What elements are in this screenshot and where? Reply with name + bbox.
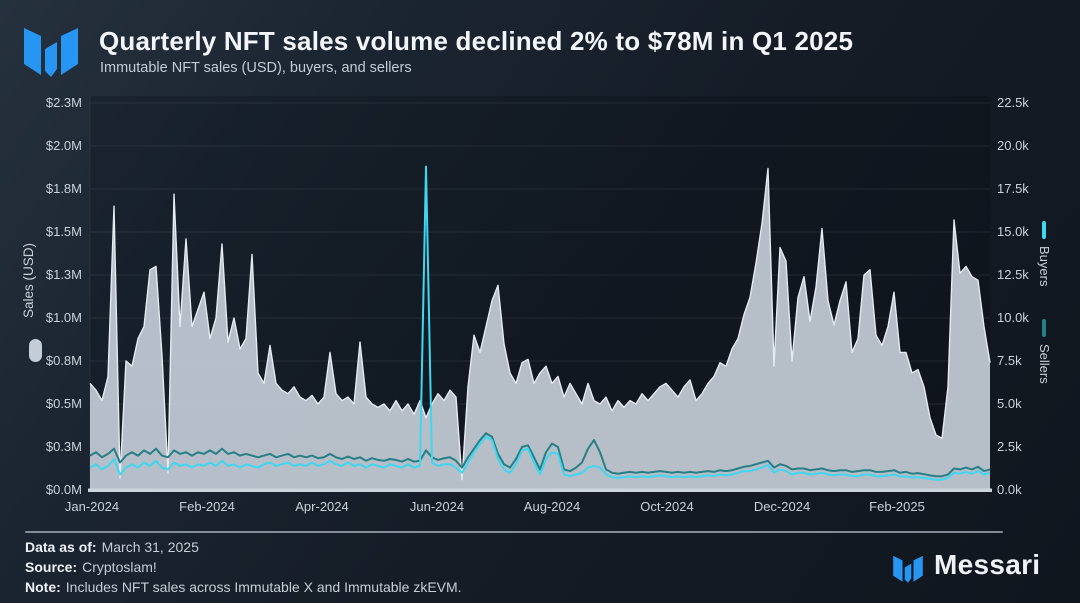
page-title: Quarterly NFT sales volume declined 2% t… bbox=[99, 26, 854, 56]
y-axis-tick-count: 20.0k bbox=[997, 138, 1029, 153]
messari-wordmark-text: Messari bbox=[934, 549, 1041, 580]
sales-legend-swatch bbox=[29, 339, 42, 362]
y-axis-tick-count: 22.5k bbox=[997, 95, 1029, 110]
messari-logo-icon bbox=[24, 28, 78, 77]
footer-source-value: Cryptoslam! bbox=[82, 559, 157, 575]
y-axis-tick-count: 10.0k bbox=[997, 310, 1029, 325]
x-axis-tick: Jun-2024 bbox=[409, 499, 465, 514]
y-axis-tick-count: 7.5k bbox=[997, 353, 1022, 368]
y-axis-tick-sales: $1.5M bbox=[45, 224, 82, 239]
y-axis-tick-sales: $0.3M bbox=[45, 439, 82, 454]
footer-note-label: Note: bbox=[25, 579, 61, 595]
buyers-legend-swatch bbox=[1042, 221, 1046, 239]
sellers-axis-title: Sellers bbox=[1037, 344, 1052, 384]
footer-note-value: Includes NFT sales across Immutable X an… bbox=[65, 579, 462, 595]
footer-note: Note: Includes NFT sales across Immutable… bbox=[25, 579, 462, 595]
y-axis-tick-count: 17.5k bbox=[997, 181, 1029, 196]
x-axis-tick: Feb-2024 bbox=[179, 499, 235, 514]
y-axis-tick-count: 0.0k bbox=[997, 482, 1022, 497]
x-axis-tick: Dec-2024 bbox=[753, 499, 811, 514]
y-axis-tick-sales: $2.0M bbox=[45, 138, 82, 153]
x-axis-tick: Oct-2024 bbox=[640, 499, 694, 514]
y-axis-tick-count: 2.5k bbox=[997, 439, 1022, 454]
footer-data-as-of: Data as of: March 31, 2025 bbox=[25, 539, 199, 555]
footer-data-as-of-value: March 31, 2025 bbox=[101, 539, 199, 555]
x-axis-tick: Jan-2024 bbox=[64, 499, 120, 514]
page-subtitle: Immutable NFT sales (USD), buyers, and s… bbox=[100, 60, 412, 76]
y-axis-tick-sales: $1.8M bbox=[45, 181, 82, 196]
y-axis-tick-sales: $0.8M bbox=[45, 353, 82, 368]
x-axis-tick: Feb-2025 bbox=[869, 499, 925, 514]
messari-wordmark-icon bbox=[893, 555, 923, 583]
y-axis-tick-sales: $0.0M bbox=[45, 482, 82, 497]
sellers-legend-swatch bbox=[1042, 319, 1046, 337]
footer-source: Source: Cryptoslam! bbox=[25, 559, 157, 575]
x-axis-tick: Apr-2024 bbox=[295, 499, 349, 514]
y-axis-tick-count: 15.0k bbox=[997, 224, 1029, 239]
buyers-axis-title: Buyers bbox=[1037, 246, 1052, 287]
y-axis-tick-count: 5.0k bbox=[997, 396, 1022, 411]
y-axis-tick-count: 12.5k bbox=[997, 267, 1029, 282]
footer-source-label: Source: bbox=[25, 559, 78, 575]
y-axis-tick-sales: $1.0M bbox=[45, 310, 82, 325]
y-axis-tick-sales: $0.5M bbox=[45, 396, 82, 411]
footer-data-as-of-label: Data as of: bbox=[25, 539, 97, 555]
y-axis-tick-sales: $2.3M bbox=[45, 95, 82, 110]
x-axis-tick: Aug-2024 bbox=[523, 499, 581, 514]
y-axis-tick-sales: $1.3M bbox=[45, 267, 82, 282]
footer-divider bbox=[25, 531, 1003, 533]
